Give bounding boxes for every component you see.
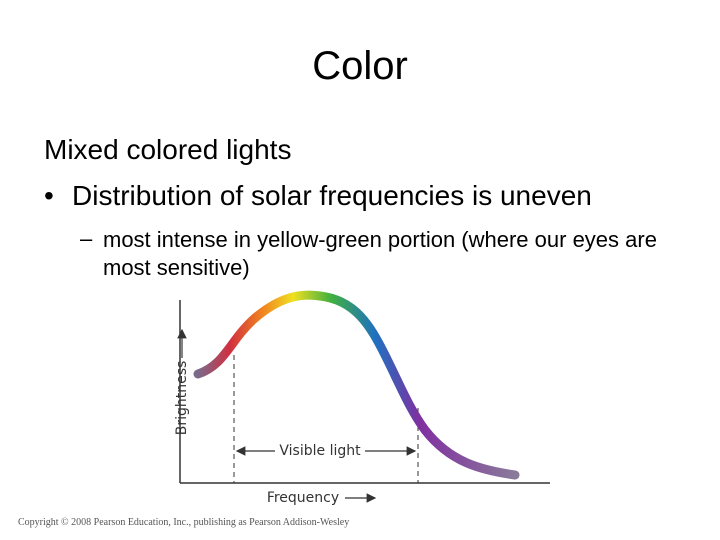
spectrum-figure: Brightness Visible light Frequency: [174, 290, 550, 506]
slide-title: Color: [312, 44, 408, 88]
bullet-text: Distribution of solar frequencies is une…: [72, 180, 592, 211]
footer: Copyright © 2008 Pearson Education, Inc.…: [18, 517, 350, 528]
sub-bullet-marker: –: [80, 226, 93, 251]
y-axis-label: Brightness: [174, 361, 190, 436]
spectrum-curve: [193, 290, 520, 480]
x-axis-label: Frequency: [267, 490, 339, 506]
range-label: Visible light: [279, 443, 361, 459]
sub-bullet-text: most intense in yellow-green portion (wh…: [103, 227, 657, 280]
heading: Mixed colored lights: [44, 134, 292, 165]
bullet-marker: •: [44, 180, 54, 211]
